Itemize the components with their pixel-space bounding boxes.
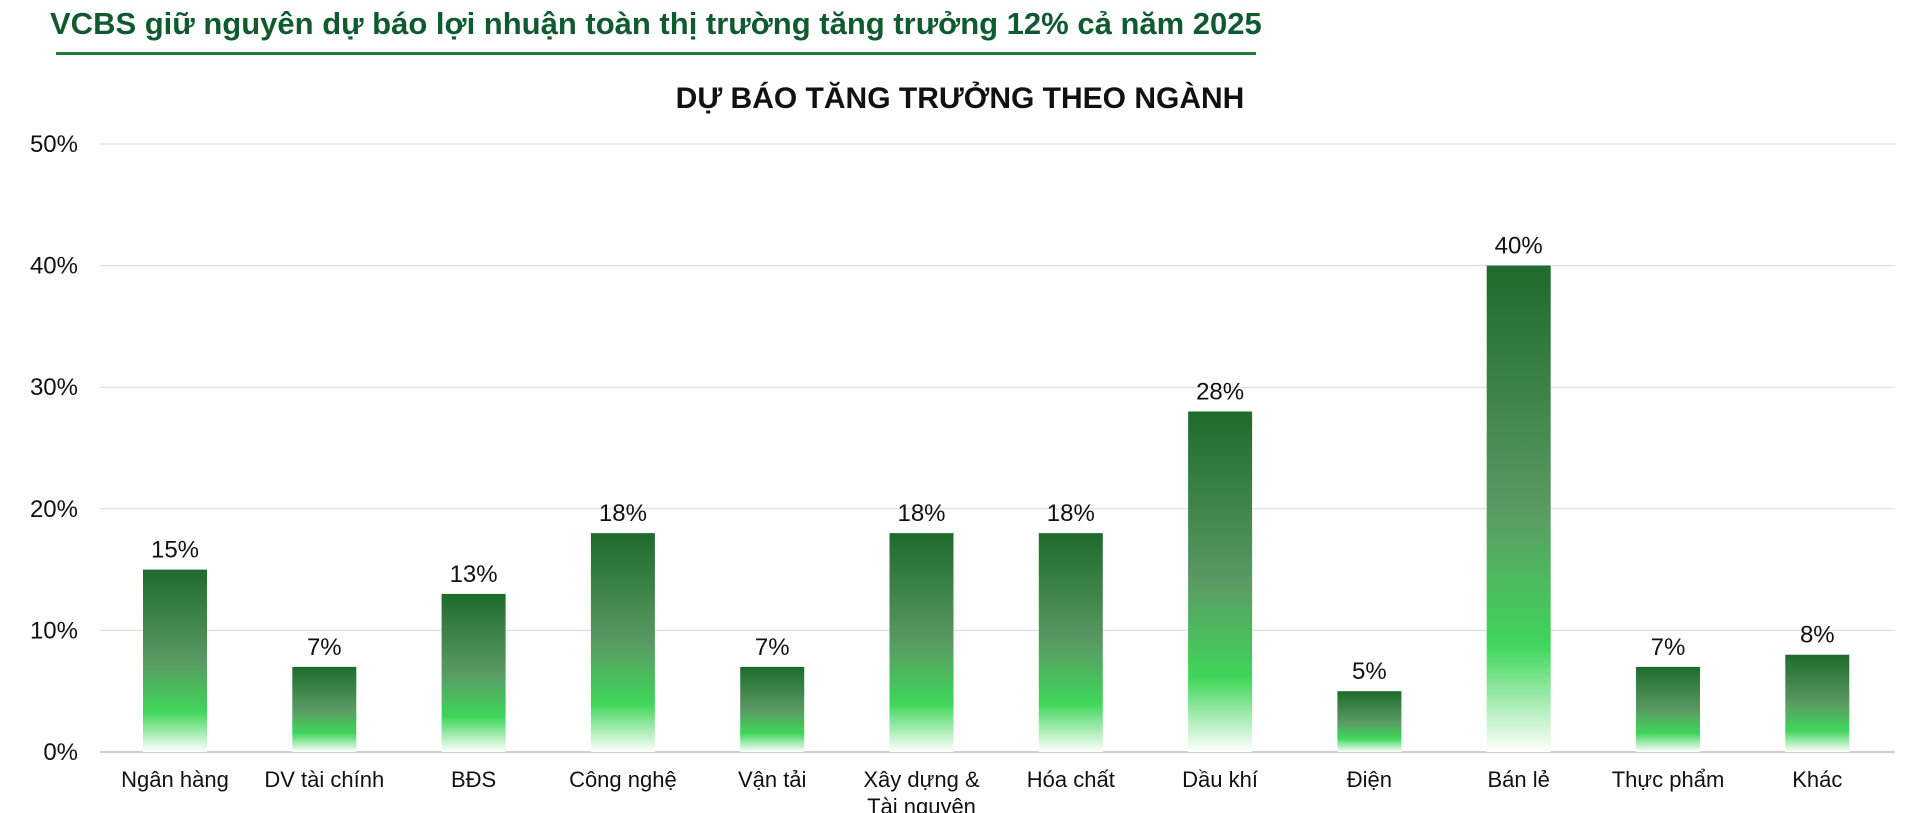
- x-tick-label: Bán lẻ: [1488, 767, 1550, 792]
- y-tick-label: 40%: [30, 253, 78, 280]
- data-label: 13%: [450, 561, 498, 588]
- x-tick-label: Xây dựng & Tài nguyên: [863, 767, 980, 813]
- bars: [143, 265, 1850, 752]
- x-tick-label: DV tài chính: [264, 767, 384, 792]
- data-label: 7%: [755, 634, 790, 661]
- data-label: 7%: [307, 634, 342, 661]
- y-tick-label: 20%: [30, 496, 78, 523]
- header-underline: [56, 52, 1256, 55]
- y-tick-label: 0%: [43, 739, 78, 766]
- bar: [1636, 666, 1700, 752]
- x-tick-label: Ngân hàng: [121, 767, 229, 792]
- x-tick-label: Khác: [1792, 767, 1842, 792]
- chart-title: DỰ BÁO TĂNG TRƯỞNG THEO NGÀNH: [675, 82, 1245, 115]
- data-label: 7%: [1651, 634, 1686, 661]
- x-tick-label: Hóa chất: [1027, 767, 1115, 792]
- bar: [1785, 654, 1850, 752]
- data-label: 8%: [1800, 622, 1835, 649]
- data-label: 40%: [1495, 233, 1543, 260]
- data-label: 15%: [151, 537, 199, 564]
- gridlines: [100, 143, 1895, 753]
- x-tick-label: Dầu khí: [1182, 767, 1258, 792]
- y-tick-label: 30%: [30, 374, 78, 401]
- x-tick-label: BĐS: [451, 767, 496, 792]
- bar: [143, 569, 207, 752]
- bar: [1038, 533, 1103, 752]
- bar: [1188, 411, 1253, 752]
- bar: [1486, 265, 1551, 752]
- y-tick-label: 50%: [30, 131, 78, 158]
- bar: [441, 593, 506, 752]
- data-label: 5%: [1352, 658, 1387, 685]
- data-label: 18%: [1047, 500, 1095, 527]
- header-title: VCBS giữ nguyên dự báo lợi nhuận toàn th…: [50, 6, 1262, 41]
- x-tick-label: Điện: [1347, 767, 1392, 792]
- x-tick-label: Vận tải: [738, 767, 807, 792]
- data-label: 18%: [599, 500, 647, 527]
- bar: [1337, 691, 1402, 752]
- bar: [889, 533, 954, 752]
- x-tick-label: Công nghệ: [569, 767, 677, 792]
- y-tick-label: 10%: [30, 617, 78, 644]
- data-label: 28%: [1196, 379, 1244, 406]
- data-label: 18%: [897, 500, 945, 527]
- x-tick-label: Thực phẩm: [1612, 767, 1725, 792]
- labels: 0% 10% 20% 30% 40% 50% 15% Ngân hàng 7% DV tài ch…: [30, 131, 1842, 813]
- bar: [292, 666, 357, 752]
- bar: [590, 533, 655, 752]
- bar: [740, 666, 805, 752]
